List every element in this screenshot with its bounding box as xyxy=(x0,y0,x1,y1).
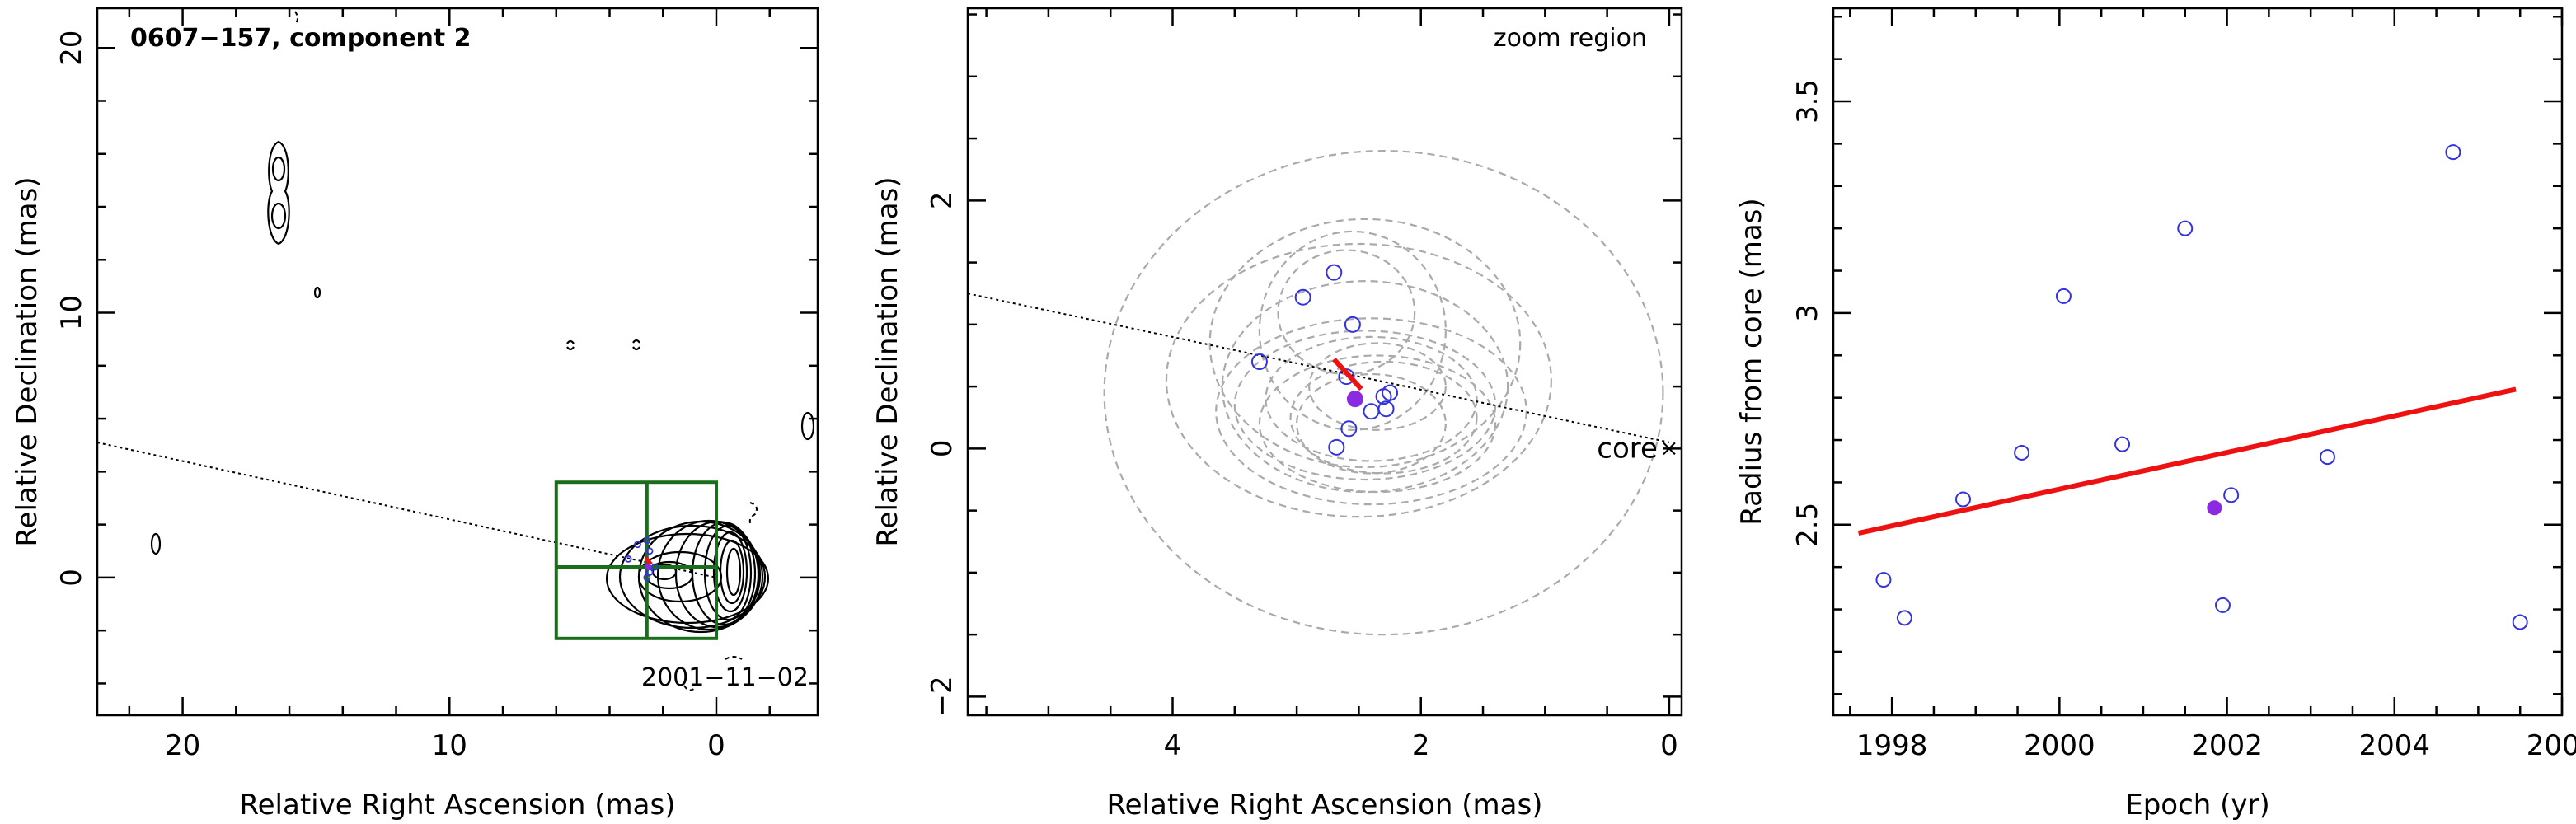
component-position-point xyxy=(1326,264,1343,281)
component-mean-point xyxy=(1346,391,1363,408)
panel2-title: zoom region xyxy=(1494,24,1647,53)
panel1-xtick-label: 0 xyxy=(707,729,725,762)
component-position-point xyxy=(1344,316,1361,333)
radius-epoch-point xyxy=(2214,597,2231,613)
panel1-ytick-label: 20 xyxy=(55,30,88,66)
panel1-contours xyxy=(150,11,815,691)
error-ellipse xyxy=(1258,354,1497,494)
faint-contours xyxy=(294,11,758,691)
panel2-ylabel: Relative Declination (mas) xyxy=(871,176,904,546)
radius-epoch-point xyxy=(1954,491,1971,508)
panel1-direction-line xyxy=(96,442,717,578)
panel1-ytick-label: 0 xyxy=(55,569,88,587)
panel3-ytick-label: 3 xyxy=(1791,304,1824,322)
panel2-ytick-label: −2 xyxy=(926,676,959,717)
motion-vector xyxy=(1332,357,1363,391)
panel2-ytick-label: 0 xyxy=(926,440,959,458)
component-position-point xyxy=(1328,438,1345,456)
component-position-point xyxy=(1250,353,1268,370)
error-ellipse xyxy=(1221,280,1509,494)
panel3-xtick-label: 1998 xyxy=(1856,729,1928,762)
panel3-marks xyxy=(1875,144,2528,630)
panel3-xlabel: Epoch (yr) xyxy=(2125,789,2270,822)
panel1-ylabel: Relative Declination (mas) xyxy=(11,176,44,546)
component-position-point xyxy=(624,555,632,563)
panel3-frame xyxy=(1832,7,2564,717)
radius-epoch-point xyxy=(2114,436,2131,452)
jet-knot-contours xyxy=(150,140,815,555)
panel-component-map: 20 10 0 0 10 20 xyxy=(11,7,819,822)
error-ellipse xyxy=(1296,372,1447,475)
panel3-ytick-label: 2.5 xyxy=(1791,503,1824,547)
panel3-xtick-label: 2000 xyxy=(2024,729,2095,762)
panel3-xtick-label: 2002 xyxy=(2191,729,2263,762)
component-mean-point xyxy=(2207,500,2222,516)
component-position-point xyxy=(651,563,659,571)
error-ellipse xyxy=(1208,218,1522,469)
panel3-ytick-label: 3.5 xyxy=(1791,79,1824,124)
epoch-label: 2001−11−02 xyxy=(641,663,809,692)
error-ellipses xyxy=(1103,150,1664,636)
panel2-ytick-label: 2 xyxy=(926,191,959,209)
component-position-point xyxy=(1363,403,1380,420)
core-cross-icon xyxy=(1663,442,1676,456)
error-ellipse xyxy=(1265,335,1478,462)
core-marker: core xyxy=(1597,432,1676,465)
panel2-frame xyxy=(966,7,1683,717)
radius-epoch-point xyxy=(2014,444,2030,461)
radius-epoch-point xyxy=(2445,144,2461,161)
panel1-xlabel: Relative Right Ascension (mas) xyxy=(240,789,676,822)
panel1-ticks: 20 10 0 0 10 20 xyxy=(55,8,818,762)
panel1-title: 0607−157, component 2 xyxy=(130,24,472,53)
radius-epoch-point xyxy=(2177,220,2194,236)
core-contours xyxy=(605,519,770,634)
motion-vector xyxy=(644,556,653,566)
panel1-frame xyxy=(96,7,819,717)
radius-epoch-point xyxy=(2319,449,2335,466)
panel2-xtick-label: 2 xyxy=(1412,729,1430,762)
error-ellipse xyxy=(1308,342,1447,431)
panel1-marks xyxy=(624,536,659,582)
radius-epoch-point xyxy=(2223,487,2240,503)
panel1-xtick-label: 10 xyxy=(432,729,467,762)
component-position-point xyxy=(634,541,641,549)
component-position-point xyxy=(1340,420,1358,438)
component-position-point xyxy=(1294,288,1311,306)
component-position-point xyxy=(645,547,654,555)
component-mean-point xyxy=(645,564,652,571)
radius-epoch-point xyxy=(2055,288,2072,304)
panel2-marks xyxy=(1250,264,1399,456)
fit-line xyxy=(1857,386,2517,536)
error-ellipse xyxy=(1103,150,1664,636)
panel1-ytick-label: 10 xyxy=(55,295,88,330)
panel2-xtick-label: 0 xyxy=(1660,729,1678,762)
component-position-point xyxy=(1377,400,1395,418)
component-position-point xyxy=(643,536,651,545)
panel2-ticks: 4 2 0 −2 0 2 xyxy=(926,8,1682,762)
error-ellipse xyxy=(1165,242,1552,518)
panel2-xlabel: Relative Right Ascension (mas) xyxy=(1107,789,1543,822)
radius-epoch-point xyxy=(2512,614,2528,630)
panel-zoom-region: 4 2 0 −2 0 2 core zoom region Relative Right … xyxy=(871,7,1683,822)
zoom-region-box xyxy=(554,480,718,640)
radius-epoch-point xyxy=(1875,572,1892,588)
panel2-direction-line xyxy=(967,293,1670,443)
zoom-box-outline xyxy=(554,480,718,640)
panel2-xtick-label: 4 xyxy=(1164,729,1182,762)
error-ellipse xyxy=(1289,360,1478,475)
panel3-ylabel: Radius from core (mas) xyxy=(1735,198,1768,525)
error-ellipse xyxy=(1215,317,1527,506)
error-ellipse xyxy=(1258,230,1447,431)
error-ellipse xyxy=(1277,249,1416,376)
panel1-xtick-label: 20 xyxy=(165,729,200,762)
error-ellipse xyxy=(1233,330,1497,481)
component-position-point xyxy=(1382,384,1399,401)
panel3-xtick-label: 2004 xyxy=(2359,729,2431,762)
radius-epoch-point xyxy=(1896,610,1912,626)
core-label: core xyxy=(1597,432,1658,465)
